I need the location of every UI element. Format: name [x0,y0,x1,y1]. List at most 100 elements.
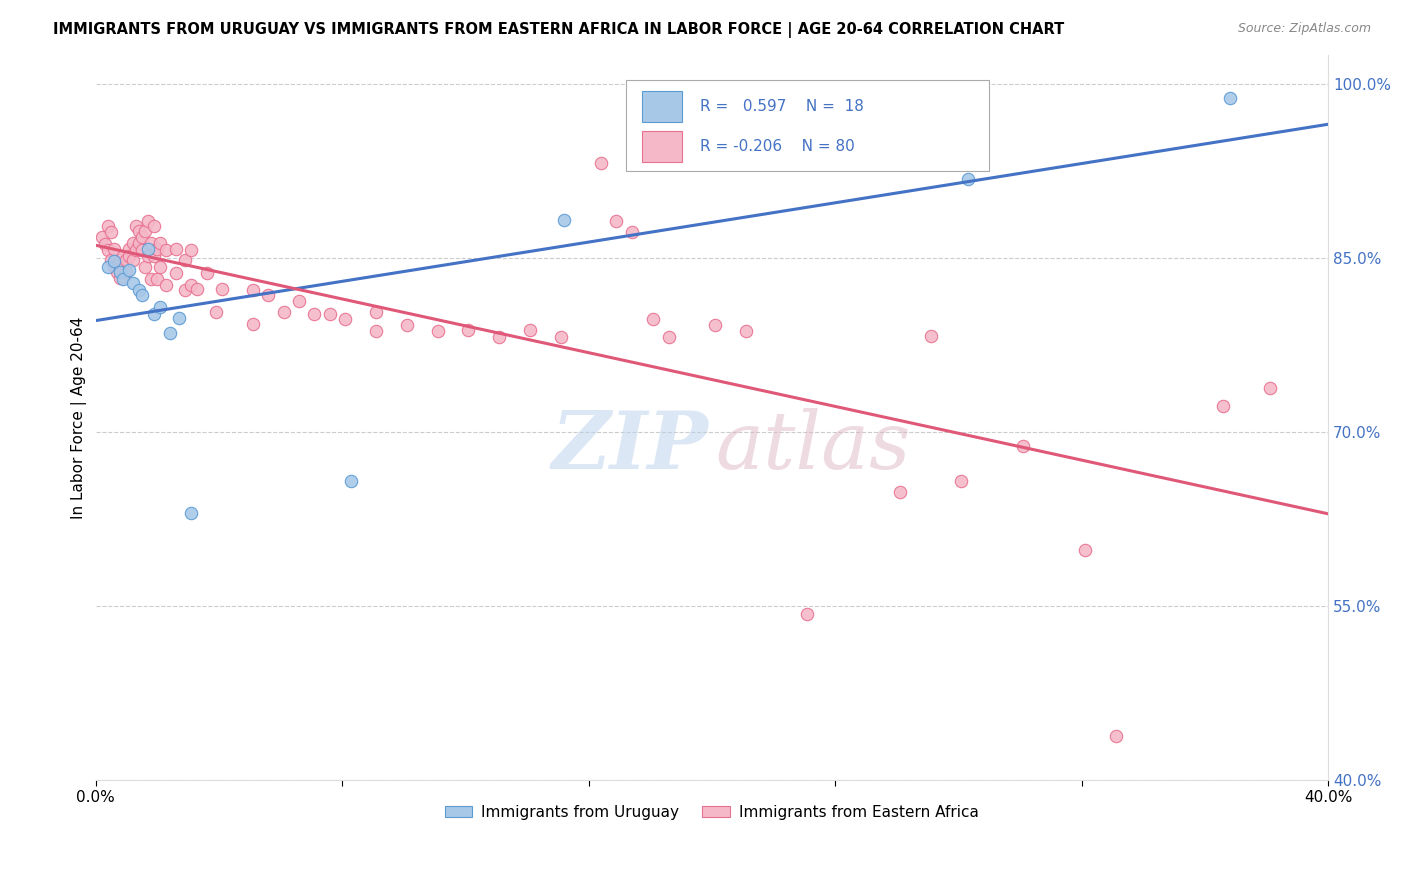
Point [139,235,162,250]
Point [94,237,117,252]
Point [143,307,166,321]
Point [136,242,159,256]
Point [146,272,169,286]
Point [131,230,153,244]
Point [121,235,143,250]
Point [340,474,363,488]
Point [550,330,572,344]
Point [319,307,342,321]
Point [110,270,132,285]
Legend: Immigrants from Uruguay, Immigrants from Eastern Africa: Immigrants from Uruguay, Immigrants from… [439,799,986,826]
FancyBboxPatch shape [641,91,682,122]
Point [146,242,169,256]
Point [364,324,387,338]
Point [115,253,138,268]
Point [134,224,156,238]
Point [124,243,146,257]
Point [121,253,143,268]
Point [364,305,387,319]
Point [1258,381,1281,395]
Point [128,224,150,238]
Point [136,249,159,263]
Point [165,266,187,280]
Point [124,219,146,233]
Point [950,474,973,488]
Y-axis label: In Labor Force | Age 20-64: In Labor Force | Age 20-64 [72,316,87,518]
Point [211,282,233,296]
Point [1012,439,1035,453]
Point [97,219,120,233]
Point [488,330,510,344]
Text: ZIP: ZIP [551,408,709,485]
Point [128,235,150,250]
Point [620,226,643,240]
Point [105,259,128,273]
Point [121,277,143,291]
Point [288,293,311,308]
Point [920,328,942,343]
Point [395,318,418,333]
Point [110,265,132,279]
Point [155,243,177,257]
Point [1212,400,1234,414]
Point [180,243,202,257]
Point [589,156,612,170]
FancyBboxPatch shape [626,80,990,171]
Point [195,266,218,280]
Point [97,243,120,257]
Point [703,318,725,333]
Point [103,254,125,268]
Point [90,230,112,244]
Text: R = -0.206    N = 80: R = -0.206 N = 80 [700,139,855,154]
Point [519,323,541,337]
Point [112,260,135,275]
Point [242,284,264,298]
Point [159,326,181,341]
Point [100,226,122,240]
Point [304,307,326,321]
Point [149,300,172,314]
Point [103,260,125,275]
Point [118,262,141,277]
Point [118,249,141,263]
Point [167,311,190,326]
Point [103,242,125,256]
Point [143,219,166,233]
Point [110,253,132,268]
Text: R =   0.597    N =  18: R = 0.597 N = 18 [700,99,863,114]
Point [174,284,197,298]
Point [889,485,911,500]
Point [118,242,141,256]
Text: Source: ZipAtlas.com: Source: ZipAtlas.com [1237,22,1371,36]
Point [180,506,202,520]
Point [242,317,264,331]
Point [257,288,280,302]
Point [100,253,122,268]
Point [457,323,479,337]
Point [139,272,162,286]
Point [136,214,159,228]
Text: atlas: atlas [716,408,911,485]
Point [128,284,150,298]
Point [796,607,818,621]
Point [131,288,153,302]
Point [155,277,177,292]
Point [605,214,627,228]
Point [149,235,172,250]
Text: IMMIGRANTS FROM URUGUAY VS IMMIGRANTS FROM EASTERN AFRICA IN LABOR FORCE | AGE 2: IMMIGRANTS FROM URUGUAY VS IMMIGRANTS FR… [53,22,1064,38]
Point [180,277,202,292]
Point [115,265,138,279]
Point [1218,91,1240,105]
Point [112,272,135,286]
Point [333,312,356,326]
FancyBboxPatch shape [641,131,682,161]
Point [174,253,197,268]
Point [956,172,979,186]
Point [643,312,665,326]
Point [553,212,575,227]
Point [186,282,208,296]
Point [105,265,128,279]
Point [131,243,153,257]
Point [273,305,295,319]
Point [1104,729,1126,743]
